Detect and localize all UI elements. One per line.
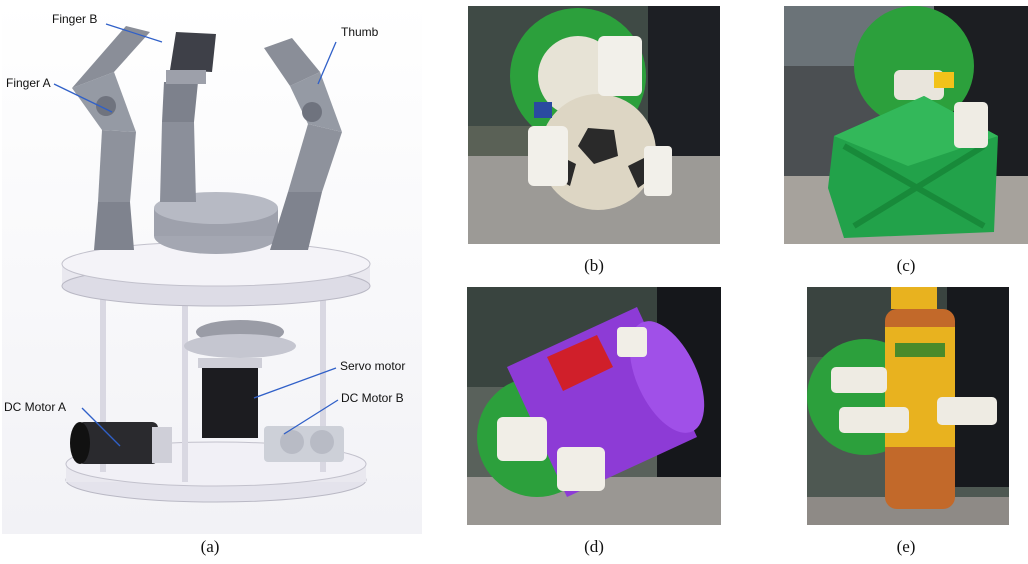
callout-dc-motor-b: DC Motor B — [341, 391, 404, 405]
cad-model-panel — [2, 2, 422, 534]
caption-b: (b) — [584, 256, 604, 275]
callout-dc-motor-a: DC Motor A — [4, 400, 67, 414]
photo-d-cylinder-grasp — [467, 287, 721, 525]
caption-d: (d) — [584, 537, 604, 556]
photo-c-cube-grasp — [784, 6, 1028, 244]
callout-finger-b: Finger B — [52, 12, 98, 26]
caption-e: (e) — [896, 537, 916, 556]
caption-c: (c) — [896, 256, 916, 275]
photo-e-bottle-grasp — [807, 287, 1009, 525]
callout-finger-a: Finger A — [6, 76, 51, 90]
callout-servo-motor: Servo motor — [340, 359, 406, 373]
photo-b-ball-grasp — [468, 6, 720, 244]
cad-model-image — [2, 2, 422, 534]
callout-thumb: Thumb — [341, 25, 379, 39]
caption-a: (a) — [200, 537, 220, 556]
